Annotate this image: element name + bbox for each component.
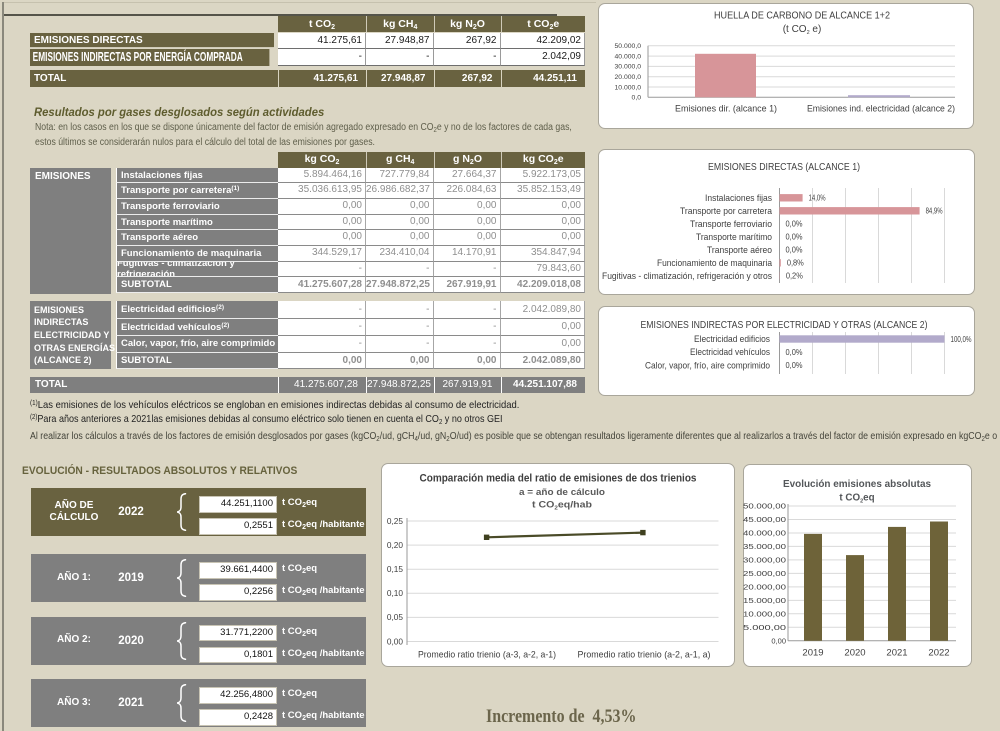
- svg-text:Emisiones ind. electricidad (a: Emisiones ind. electricidad (alcance 2): [807, 104, 955, 114]
- svg-text:0,0%: 0,0%: [786, 220, 803, 229]
- svg-text:HUELLA DE CARBONO DE ALCANCE 1: HUELLA DE CARBONO DE ALCANCE 1+2: [714, 10, 890, 22]
- svg-text:2021: 2021: [886, 648, 907, 659]
- svg-text:40.000,0: 40.000,0: [615, 53, 642, 60]
- svg-text:5.000,00: 5.000,00: [743, 623, 786, 632]
- svg-text:50.000,00: 50.000,00: [743, 502, 786, 511]
- svg-text:0,05: 0,05: [387, 612, 404, 622]
- svg-text:0,15: 0,15: [387, 564, 404, 574]
- svg-text:0,25: 0,25: [387, 516, 404, 526]
- svg-text:0,10: 0,10: [387, 588, 404, 598]
- svg-text:45.000,00: 45.000,00: [743, 515, 786, 524]
- svg-text:2020: 2020: [844, 648, 865, 659]
- svg-text:Evolución emisiones absolutas: Evolución emisiones absolutas: [783, 479, 931, 490]
- svg-text:84,9%: 84,9%: [926, 207, 943, 216]
- svg-text:t CO2eq: t CO2eq: [839, 493, 874, 505]
- svg-text:t CO2eq/hab: t CO 2eq/hab: [532, 500, 592, 512]
- svg-text:2022: 2022: [928, 648, 949, 659]
- svg-text:Promedio ratio trienio (a-2, a: Promedio ratio trienio (a-2, a-1, a): [578, 650, 711, 660]
- svg-text:25.000,00: 25.000,00: [743, 569, 786, 578]
- svg-text:30.000,0: 30.000,0: [615, 64, 642, 71]
- svg-text:Instalaciones fijas: Instalaciones fijas: [705, 193, 772, 203]
- svg-text:14,0%: 14,0%: [809, 194, 826, 203]
- svg-text:0,8%: 0,8%: [787, 259, 804, 268]
- svg-text:Calor, vapor, frío, aire compr: Calor, vapor, frío, aire comprimido: [645, 360, 770, 370]
- svg-text:a = año de cálculo: a = año de cálculo: [519, 487, 605, 497]
- svg-text:0,0%: 0,0%: [786, 246, 803, 255]
- svg-text:0,0%: 0,0%: [786, 361, 803, 370]
- svg-text:Comparación media del ratio de: Comparación media del ratio de emisiones…: [420, 473, 697, 485]
- svg-text:30.000,00: 30.000,00: [743, 555, 786, 564]
- svg-text:10.000,00: 10.000,00: [743, 609, 786, 618]
- svg-text:40.000,00: 40.000,00: [743, 528, 786, 537]
- svg-text:(t CO2 e): (t CO2 e): [783, 24, 822, 36]
- svg-text:20.000,00: 20.000,00: [743, 582, 786, 591]
- svg-text:20.000,0: 20.000,0: [615, 74, 642, 81]
- svg-text:Transporte por carretera: Transporte por carretera: [680, 206, 773, 216]
- svg-text:Transporte marítimo: Transporte marítimo: [696, 232, 772, 242]
- svg-text:0,20: 0,20: [387, 540, 404, 550]
- svg-text:100,0%: 100,0%: [951, 335, 972, 344]
- svg-text:EMISIONES DIRECTAS (ALCANCE 1): EMISIONES DIRECTAS (ALCANCE 1): [708, 161, 860, 173]
- svg-text:0,0%: 0,0%: [786, 233, 803, 242]
- svg-text:Promedio ratio trienio (a-3, a: Promedio ratio trienio (a-3, a-2, a-1): [418, 650, 556, 660]
- svg-text:0,0%: 0,0%: [786, 348, 803, 357]
- svg-text:Emisiones dir. (alcance 1): Emisiones dir. (alcance 1): [675, 104, 777, 114]
- svg-text:50.000,0: 50.000,0: [615, 43, 642, 50]
- svg-text:Transporte aéreo: Transporte aéreo: [707, 245, 772, 255]
- svg-text:Transporte ferroviario: Transporte ferroviario: [690, 219, 772, 229]
- svg-text:Electricidad vehículos: Electricidad vehículos: [690, 347, 770, 357]
- svg-text:0,00: 0,00: [771, 636, 786, 645]
- svg-text:0,2%: 0,2%: [786, 272, 803, 281]
- svg-text:10.000,0: 10.000,0: [615, 84, 642, 91]
- svg-text:Funcionamiento de maquinaria: Funcionamiento de maquinaria: [657, 258, 773, 268]
- svg-text:0,0: 0,0: [632, 95, 642, 102]
- svg-text:Electricidad edificios: Electricidad edificios: [694, 334, 770, 344]
- svg-text:EMISIONES INDIRECTAS POR ELECT: EMISIONES INDIRECTAS POR ELECTRICIDAD Y …: [641, 319, 928, 331]
- svg-text:2019: 2019: [802, 648, 823, 659]
- svg-text:Fugitivas - climatización, ref: Fugitivas - climatización, refrigeración…: [602, 271, 772, 281]
- svg-text:35.000,00: 35.000,00: [743, 542, 786, 551]
- svg-text:15.000,00: 15.000,00: [743, 596, 786, 605]
- svg-text:0,00: 0,00: [387, 636, 404, 646]
